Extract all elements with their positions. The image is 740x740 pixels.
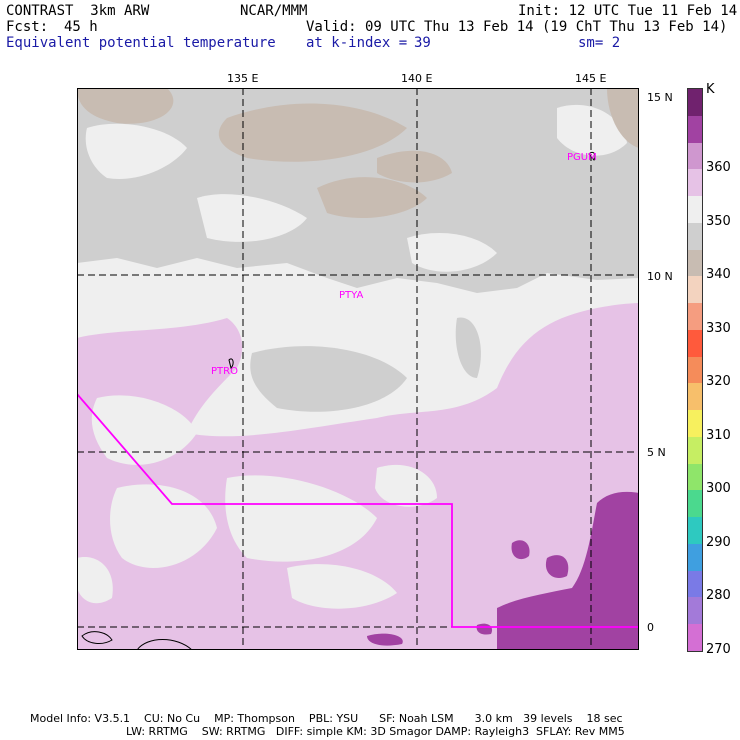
coastline-4 [588,151,596,161]
field-patch-340-1 [77,88,174,124]
field-patch-white-9 [375,464,437,507]
field-patch-white-4 [557,104,627,156]
colorbar-tick-label: 360 [706,160,731,176]
level-label: at k-index = [306,35,408,51]
colorbar-unit: K [706,82,715,97]
colorbar-tick-label: 320 [706,374,731,390]
footer-model-info: Model Info: V3.5.1 CU: No Cu MP: Thompso… [30,712,623,725]
field-patch-white-5 [91,395,197,465]
field-patch-white-1 [85,123,187,179]
field-region-370 [497,491,639,650]
level-value: 39 [414,35,431,51]
colorbar-segment [688,436,702,464]
colorbar-tick-label: 290 [706,534,731,550]
colorbar-segment [688,276,702,304]
field-patch-350-1 [250,346,407,412]
coastline-2 [136,639,193,650]
field-patch-white-10 [77,557,113,604]
field-patch-white-2 [197,194,307,242]
smoothing-label: sm= 2 [578,35,621,51]
colorbar-segment [688,543,702,571]
colorbar-segment [688,196,702,224]
colorbar-segment [688,249,702,277]
field-patch-370-2 [545,555,569,578]
lat-label-15: 15 N [647,91,673,104]
colorbar-tick-label: 330 [706,320,731,336]
fcst-value: 45 h [64,19,98,35]
colorbar-segment [688,517,702,545]
station-label: PTRO [211,366,238,377]
field-patch-340-4 [377,150,452,183]
field-patch-white-7 [225,475,377,562]
field-patch-white-6 [110,484,217,568]
colorbar-segment [688,329,702,357]
colorbar-segment [688,115,702,143]
lon-label-135: 135 E [227,72,259,85]
colorbar-segment [688,624,702,652]
field-patch-340-2 [218,103,407,162]
colorbar-tick-label: 270 [706,642,731,657]
field-patch-white-8 [287,564,397,609]
lat-label-5: 5 N [647,446,666,459]
field-patch-340-5 [607,88,639,148]
colorbar-tick-label: 310 [706,427,731,443]
colorbar-segment [688,222,702,250]
map-border [77,88,639,650]
lon-label-145: 145 E [575,72,607,85]
lon-label-140: 140 E [401,72,433,85]
colorbar-segment [688,597,702,625]
field-patch-340-3 [317,177,427,218]
field-name: Equivalent potential temperature [6,35,276,51]
colorbar-segment [688,410,702,438]
field-region-360 [77,303,639,650]
footer-physics-info: LW: RRTMG SW: RRTMG DIFF: simple KM: 3D … [126,725,625,738]
valid-time: Valid: 09 UTC Thu 13 Feb 14 (19 ChT Thu … [306,19,728,35]
boundary-line [77,393,639,628]
colorbar-segment [688,142,702,170]
colorbar-segment [688,570,702,598]
org-label: NCAR/MMM [240,3,308,19]
colorbar-tick-label: 350 [706,213,731,229]
lat-label-0: 0 [647,621,654,634]
fcst-label: Fcst: [6,19,49,35]
colorbar-segment [688,383,702,411]
colorbar-segment [688,89,702,116]
lat-label-10: 10 N [647,270,673,283]
graticule [77,88,639,650]
colorbar-segment [688,463,702,491]
field-patch-350-2 [455,317,481,378]
station-label: PTYA [339,290,363,301]
colorbar-tick-label: 340 [706,267,731,283]
coastline-1 [81,631,113,644]
colorbar-segment [688,303,702,331]
colorbar-tick-label: 280 [706,588,731,604]
init-time: Init: 12 UTC Tue 11 Feb 14 [518,3,738,19]
map-panel: PGUM PTYA PTRO [77,88,639,650]
field-patch-white-3 [407,233,497,272]
station-label: PGUM [567,152,597,163]
colorbar-tick-label: 300 [706,481,731,497]
coastline-3 [228,358,234,369]
field-patch-370-3 [367,633,403,646]
colorbar [687,88,703,652]
colorbar-segment [688,169,702,197]
colorbar-segment [688,356,702,384]
colorbar-segment [688,490,702,518]
model-title: CONTRAST 3km ARW [6,3,150,19]
field-patch-370-1 [511,540,530,560]
